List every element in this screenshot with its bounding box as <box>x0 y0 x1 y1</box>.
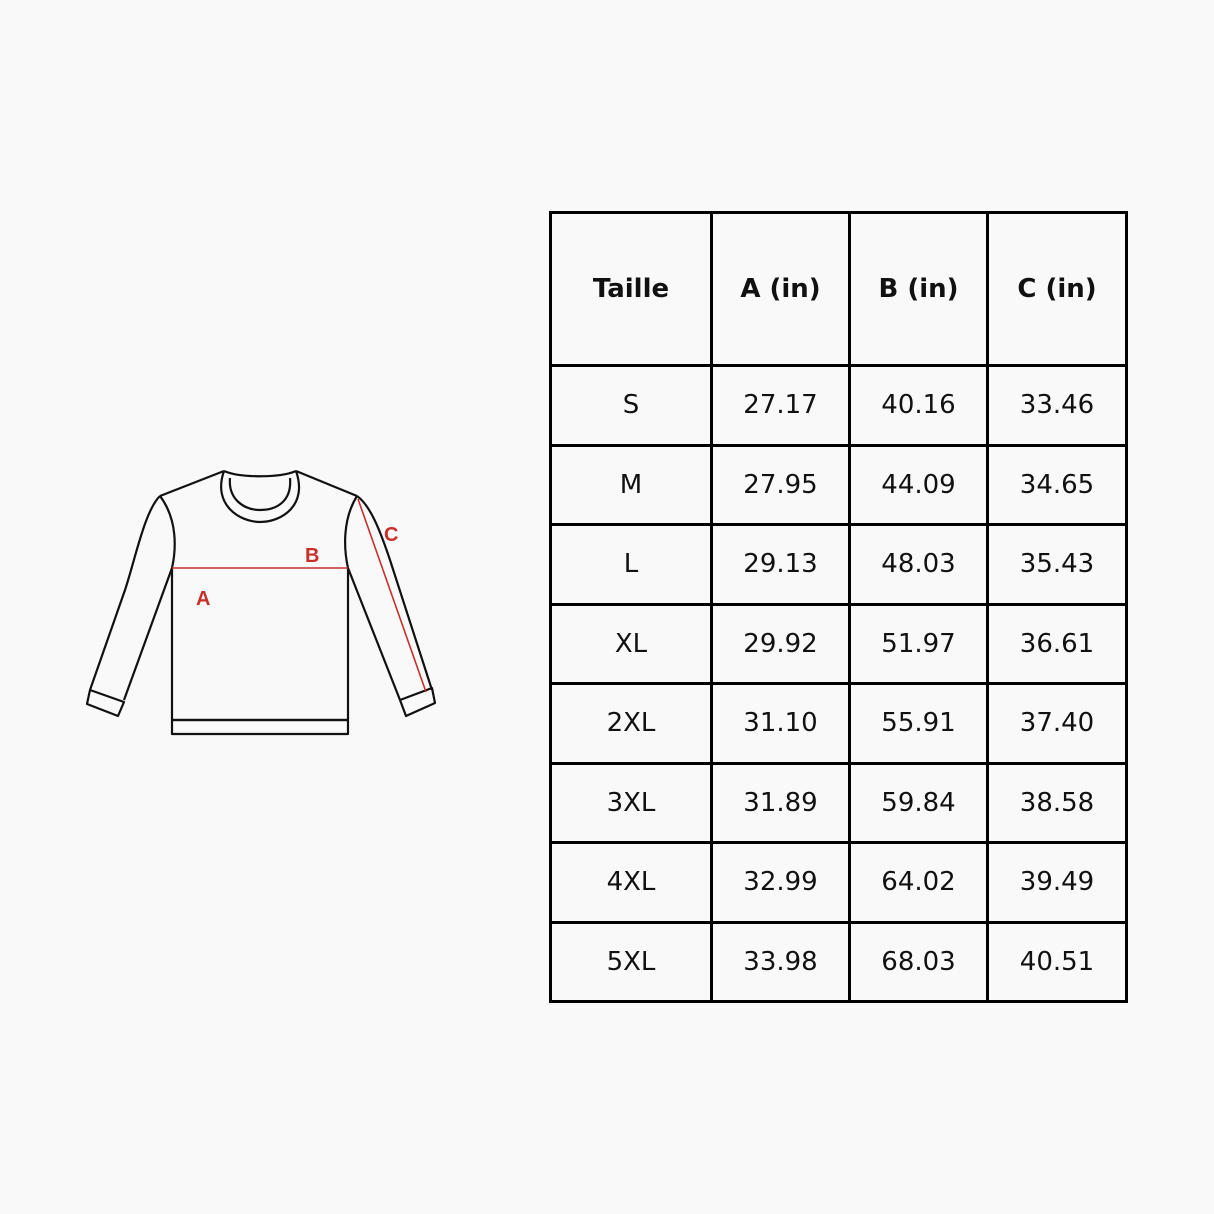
cell-c: 35.43 <box>986 523 1128 606</box>
cell-b: 51.97 <box>848 602 989 685</box>
cell-b: 59.84 <box>848 761 989 844</box>
cell-size: M <box>549 443 713 526</box>
cell-size: S <box>549 364 713 447</box>
cell-c: 39.49 <box>986 841 1128 924</box>
table-row: 2XL 31.10 55.91 37.40 <box>549 682 1128 765</box>
label-a: A <box>196 588 210 610</box>
size-chart-table: Taille A (in) B (in) C (in) S 27.17 40.16 3… <box>549 211 1128 1003</box>
table-row: S 27.17 40.16 33.46 <box>549 364 1128 447</box>
cell-b: 48.03 <box>848 523 989 606</box>
cell-b: 55.91 <box>848 682 989 765</box>
cell-a: 31.10 <box>710 682 851 765</box>
header-b: B (in) <box>848 211 989 367</box>
table-row: L 29.13 48.03 35.43 <box>549 523 1128 606</box>
header-c: C (in) <box>986 211 1128 367</box>
cell-a: 29.13 <box>710 523 851 606</box>
table-row: M 27.95 44.09 34.65 <box>549 443 1128 526</box>
cell-a: 31.89 <box>710 761 851 844</box>
cell-size: XL <box>549 602 713 685</box>
table-row: XL 29.92 51.97 36.61 <box>549 602 1128 685</box>
cell-b: 64.02 <box>848 841 989 924</box>
cell-a: 33.98 <box>710 920 851 1003</box>
measurement-lines <box>172 498 427 693</box>
cell-size: 3XL <box>549 761 713 844</box>
cell-a: 27.17 <box>710 364 851 447</box>
table-row: 5XL 33.98 68.03 40.51 <box>549 920 1128 1003</box>
sweater-outline <box>85 469 437 736</box>
cell-c: 40.51 <box>986 920 1128 1003</box>
header-a: A (in) <box>710 211 851 367</box>
cell-c: 37.40 <box>986 682 1128 765</box>
cell-c: 33.46 <box>986 364 1128 447</box>
cell-a: 27.95 <box>710 443 851 526</box>
cell-b: 68.03 <box>848 920 989 1003</box>
cell-c: 36.61 <box>986 602 1128 685</box>
cell-size: 2XL <box>549 682 713 765</box>
cell-a: 32.99 <box>710 841 851 924</box>
cell-c: 38.58 <box>986 761 1128 844</box>
cell-b: 44.09 <box>848 443 989 526</box>
cell-a: 29.92 <box>710 602 851 685</box>
cell-size: 5XL <box>549 920 713 1003</box>
header-size: Taille <box>549 211 713 367</box>
table-row: 3XL 31.89 59.84 38.58 <box>549 761 1128 844</box>
label-b: B <box>305 545 319 567</box>
cell-c: 34.65 <box>986 443 1128 526</box>
cell-size: 4XL <box>549 841 713 924</box>
cell-size: L <box>549 523 713 606</box>
cell-b: 40.16 <box>848 364 989 447</box>
label-c: C <box>384 524 398 546</box>
header-row: Taille A (in) B (in) C (in) <box>549 211 1128 367</box>
table-row: 4XL 32.99 64.02 39.49 <box>549 841 1128 924</box>
sleeve-length-line <box>357 498 427 693</box>
